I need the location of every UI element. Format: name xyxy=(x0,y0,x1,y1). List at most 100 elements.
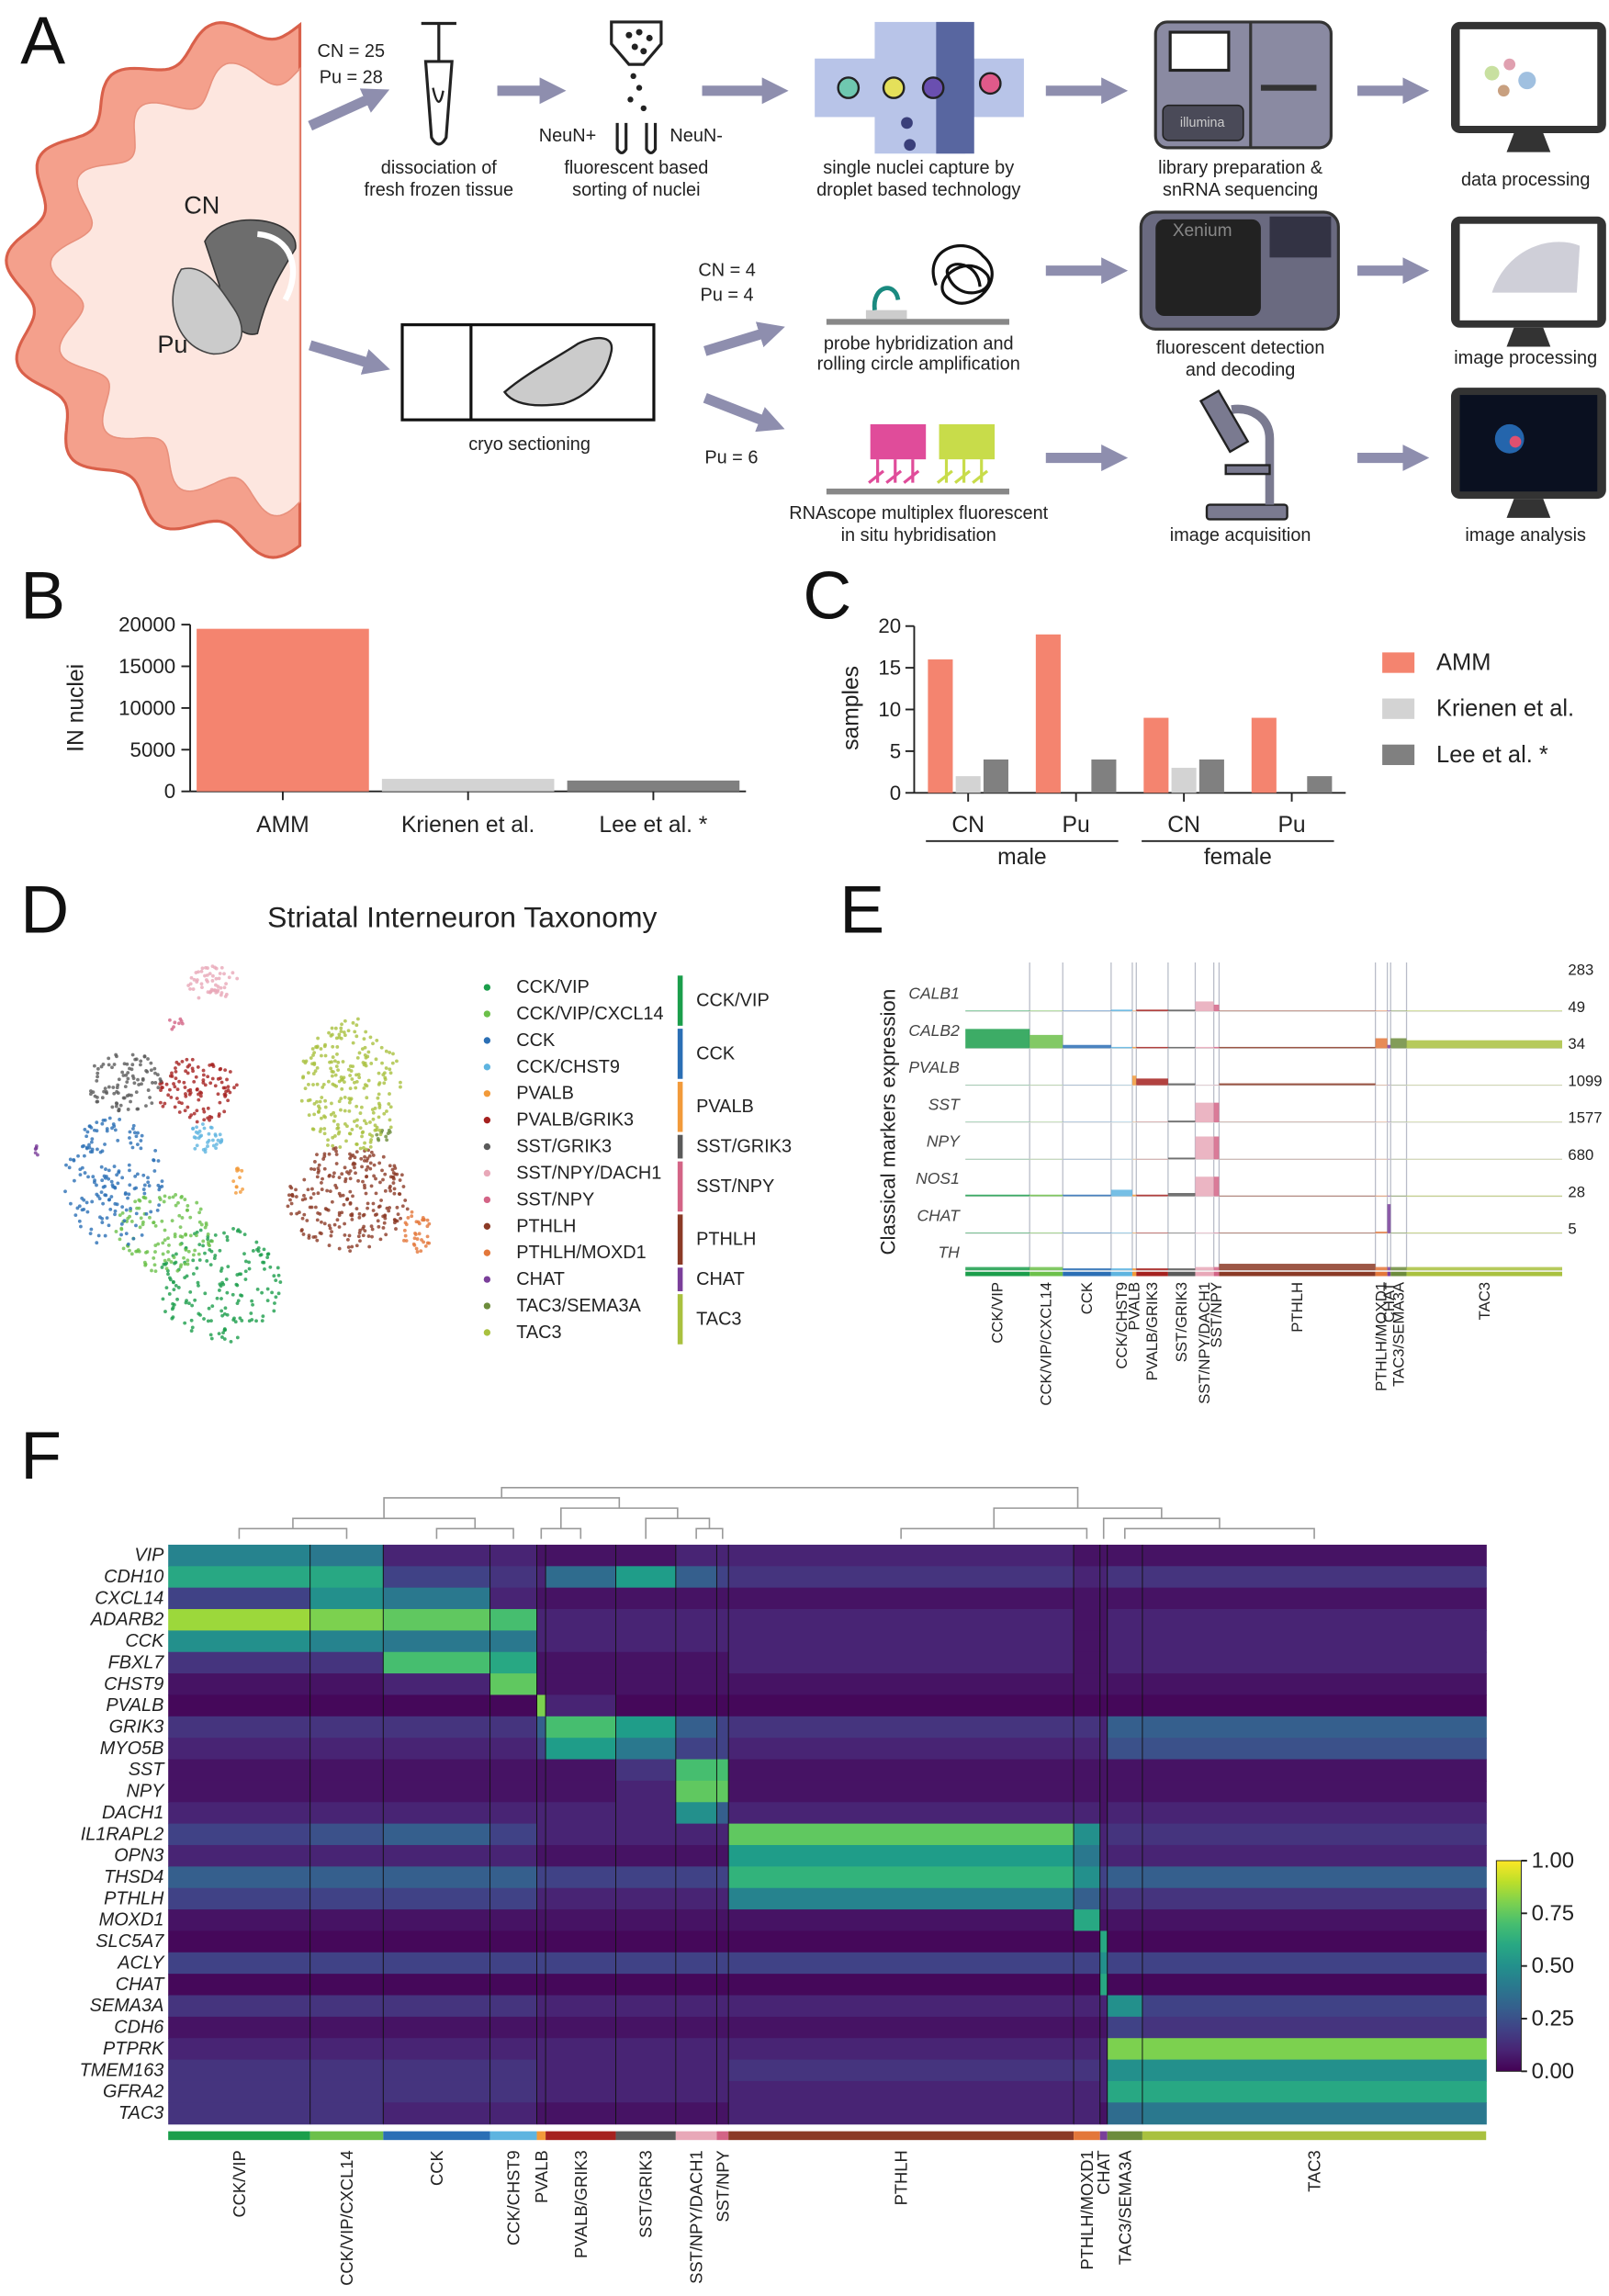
heatmap-cell xyxy=(536,1609,546,1632)
track-bar xyxy=(1387,1266,1391,1271)
heatmap-cell xyxy=(489,1844,538,1867)
heatmap-cell xyxy=(615,1887,677,1910)
umap-point xyxy=(247,1260,251,1265)
umap-point xyxy=(363,1052,367,1057)
umap-point xyxy=(173,1261,176,1266)
heatmap-cell xyxy=(383,1566,491,1589)
umap-point xyxy=(176,1062,181,1066)
umap-point xyxy=(111,1122,116,1126)
heatmap-cell xyxy=(1107,1823,1143,1846)
heatmap-cell xyxy=(1074,1566,1101,1589)
umap-point xyxy=(318,1099,322,1104)
umap-point xyxy=(354,1073,358,1077)
umap-point xyxy=(142,1054,147,1058)
umap-point xyxy=(299,1098,304,1103)
umap-point xyxy=(380,1061,384,1065)
umap-point xyxy=(206,1237,210,1242)
umap-point xyxy=(101,1118,106,1122)
umap-point xyxy=(315,1082,320,1086)
legend-label: TAC3 xyxy=(516,1322,561,1343)
gene-label: CXCL14 xyxy=(95,1588,163,1608)
umap-point xyxy=(133,1199,138,1204)
step-label: snRNA sequencing xyxy=(1163,180,1318,200)
gene-label: PTHLH xyxy=(104,1888,164,1908)
cluster-strip xyxy=(1063,1271,1111,1277)
umap-point xyxy=(104,1193,108,1198)
umap-point xyxy=(321,1082,326,1086)
umap-point xyxy=(250,1318,254,1322)
track-bar xyxy=(1136,1232,1168,1233)
umap-point xyxy=(313,1160,317,1164)
heatmap-cell xyxy=(168,1587,311,1610)
umap-point xyxy=(152,1066,157,1071)
umap-point xyxy=(339,1026,343,1030)
umap-point xyxy=(196,1280,200,1285)
heatmap-cell xyxy=(546,2102,617,2125)
track-bar xyxy=(1167,1046,1196,1049)
heatmap-cell xyxy=(309,1544,384,1567)
umap-point xyxy=(109,1195,114,1199)
cluster-strip xyxy=(1110,1271,1132,1277)
umap-point xyxy=(307,1233,311,1238)
umap-point xyxy=(220,1335,224,1339)
heatmap-cell xyxy=(1099,2080,1108,2103)
umap-point xyxy=(153,1269,158,1274)
umap-point xyxy=(68,1157,73,1162)
track-bar xyxy=(1406,1040,1563,1049)
heatmap-cell xyxy=(1099,1952,1108,1975)
umap-point xyxy=(160,1266,164,1269)
umap-point xyxy=(362,1145,366,1150)
umap-point xyxy=(350,1128,354,1131)
track-bar xyxy=(1406,1195,1563,1197)
legend-label: CCK xyxy=(516,1030,556,1051)
umap-point xyxy=(309,1187,314,1191)
umap-point xyxy=(142,1260,147,1265)
legend-dot xyxy=(483,1196,491,1204)
heatmap-cell xyxy=(536,2080,546,2103)
umap-point xyxy=(88,1232,93,1236)
umap-point xyxy=(396,1212,400,1217)
umap-point xyxy=(334,1153,339,1156)
umap-point xyxy=(227,975,231,980)
umap-point xyxy=(223,1068,228,1073)
umap-point xyxy=(168,1276,172,1280)
umap-point xyxy=(334,1162,339,1165)
umap-point xyxy=(377,1161,382,1165)
umap-point xyxy=(89,1227,94,1232)
umap-point xyxy=(134,1211,139,1216)
umap-point xyxy=(247,1266,252,1271)
bar xyxy=(567,780,740,792)
umap-point xyxy=(388,1051,392,1054)
heatmap-cell xyxy=(1142,1716,1487,1739)
umap-point xyxy=(206,1075,210,1079)
umap-point xyxy=(374,1176,377,1181)
heatmap-cell xyxy=(1074,1609,1101,1632)
cluster-label: SST/NPY/DACH1 xyxy=(687,2150,706,2283)
heatmap-cell xyxy=(1142,1974,1487,1997)
heatmap-cell xyxy=(728,1759,1075,1782)
umap-point xyxy=(236,1299,241,1303)
umap-point xyxy=(161,1086,164,1090)
track-max-label: 680 xyxy=(1568,1146,1593,1164)
heatmap-cell xyxy=(536,1716,546,1739)
panel-label: D xyxy=(20,872,69,948)
umap-point xyxy=(353,1120,356,1123)
microscope-icon xyxy=(1198,388,1288,521)
track-bar xyxy=(1030,1266,1063,1271)
umap-point xyxy=(137,1198,141,1202)
track-bar xyxy=(1063,1194,1111,1197)
umap-point xyxy=(189,1329,194,1334)
cluster-strip xyxy=(309,2131,384,2141)
umap-point xyxy=(382,1221,387,1225)
heatmap-cell xyxy=(675,1566,718,1589)
heatmap-cell xyxy=(168,1952,311,1975)
umap-point xyxy=(216,1092,220,1097)
track-bar xyxy=(1167,1120,1196,1122)
umap-point xyxy=(309,1196,313,1200)
heatmap-cell xyxy=(168,1866,311,1889)
heatmap-cell xyxy=(546,2038,617,2061)
umap-point xyxy=(398,1178,402,1182)
track-bar xyxy=(965,1232,1030,1233)
umap-point xyxy=(345,1170,349,1175)
step-label: in situ hybridisation xyxy=(841,525,996,546)
